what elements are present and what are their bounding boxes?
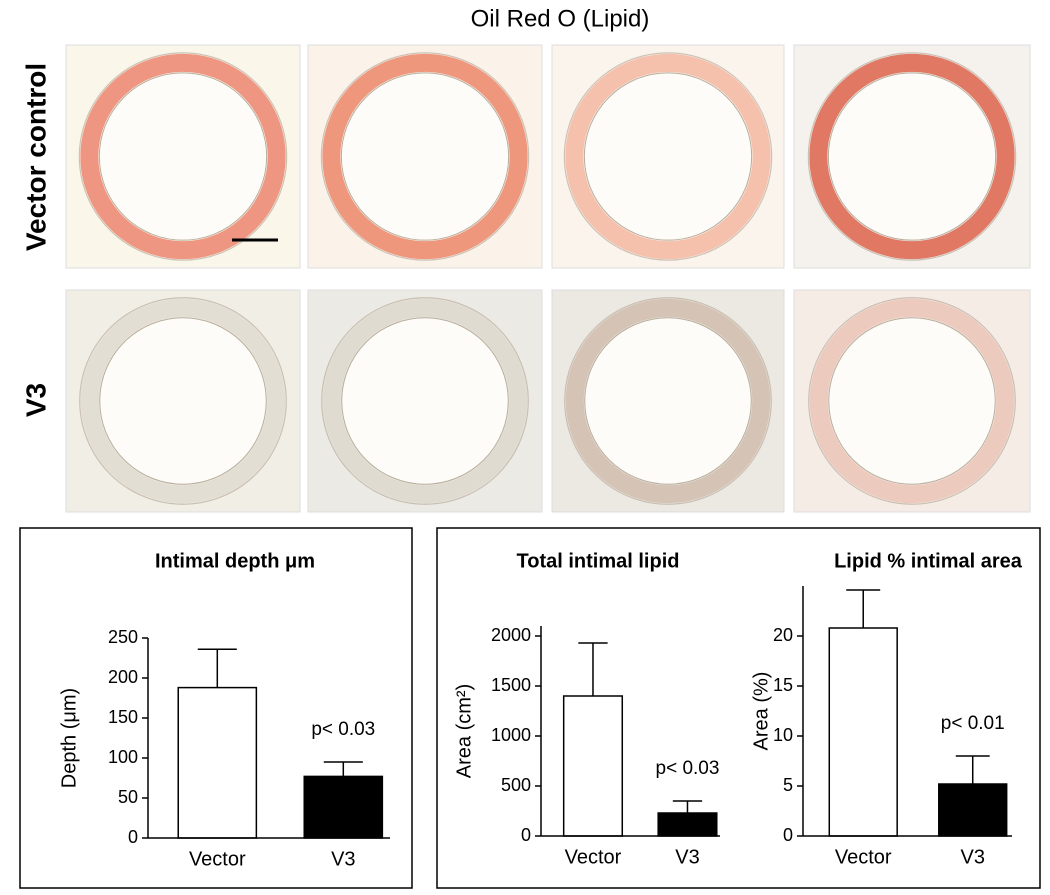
y-tick-label: 250 (108, 627, 138, 647)
vessel-ring (80, 53, 286, 260)
y-tick-label: 2000 (491, 625, 531, 645)
row-label: Vector control (20, 63, 51, 251)
chart-title: Total intimal lipid (517, 550, 680, 572)
bar (303, 775, 384, 839)
vessel-ring (321, 297, 529, 505)
vessel-ring (563, 52, 773, 261)
y-tick-label: 20 (773, 625, 793, 645)
y-tick-label: 150 (108, 707, 138, 727)
vessel-lumen (341, 317, 509, 485)
y-tick-label: 200 (108, 667, 138, 687)
bar (177, 686, 258, 839)
y-tick-label: 500 (501, 775, 531, 795)
x-tick-label: Vector (189, 848, 246, 870)
chart-title: Intimal depth μm (155, 550, 315, 572)
vessel-lumen (584, 317, 752, 485)
y-axis-label: Area (%) (750, 672, 772, 751)
bar (657, 812, 718, 837)
y-tick-label: 5 (783, 775, 793, 795)
y-tick-label: 10 (773, 725, 793, 745)
vessel-ring (322, 298, 528, 504)
vessel-lumen (583, 72, 753, 241)
y-tick-label: 0 (783, 825, 793, 845)
row-label: V3 (20, 383, 51, 417)
panel-box (19, 527, 413, 889)
x-tick-label: Vector (565, 846, 622, 868)
annotation: p< 0.01 (941, 713, 1005, 734)
vessel-ring (809, 298, 1015, 504)
figure-title: Oil Red O (Lipid) (471, 5, 650, 32)
vessel-ring (79, 297, 287, 505)
vessel-lumen (827, 72, 997, 241)
vessel-ring (808, 297, 1016, 505)
y-tick-label: 1000 (491, 725, 531, 745)
vessel-ring (565, 298, 771, 504)
vessel-ring (565, 53, 771, 260)
x-tick-label: Vector (835, 846, 892, 868)
x-tick-label: V3 (675, 846, 699, 868)
vessel-ring (322, 53, 528, 260)
vessel-lumen (828, 317, 996, 485)
bar (562, 695, 624, 837)
x-tick-label: V3 (331, 848, 355, 870)
vessel-ring (80, 298, 286, 504)
y-tick-label: 100 (108, 747, 138, 767)
y-tick-label: 1500 (491, 675, 531, 695)
annotation: p< 0.03 (311, 719, 375, 740)
vessel-ring (807, 52, 1017, 261)
annotation: p< 0.03 (656, 758, 720, 779)
vessel-ring (320, 52, 530, 261)
vessel-lumen (340, 72, 510, 241)
x-tick-label: V3 (960, 846, 984, 868)
y-tick-label: 0 (128, 827, 138, 847)
y-tick-label: 15 (773, 675, 793, 695)
vessel-ring (78, 52, 288, 261)
panel-box (436, 527, 1041, 889)
vessel-lumen (98, 72, 268, 241)
y-tick-label: 50 (118, 787, 138, 807)
bar (938, 783, 1008, 837)
y-axis-label: Area (cm²) (453, 684, 475, 778)
chart-title: Lipid % intimal area (834, 550, 1023, 572)
y-tick-label: 0 (521, 825, 531, 845)
y-axis-label: Depth (μm) (58, 688, 80, 788)
vessel-lumen (99, 317, 267, 485)
bar (828, 627, 898, 837)
vessel-ring (564, 297, 772, 505)
vessel-ring (809, 53, 1015, 260)
